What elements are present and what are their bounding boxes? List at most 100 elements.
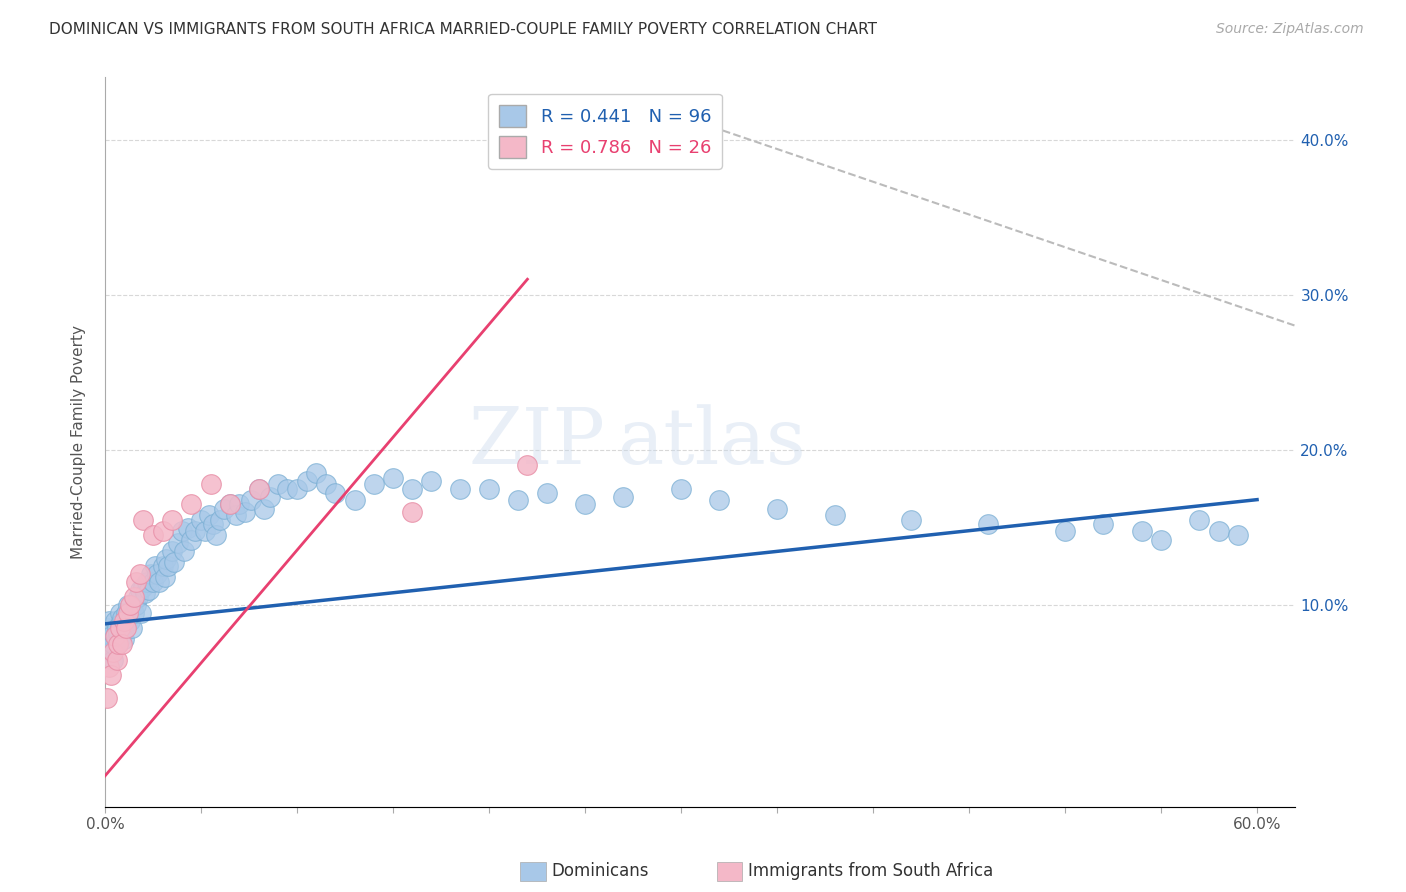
Point xyxy=(107,626,129,640)
Point xyxy=(118,614,141,628)
Text: Source: ZipAtlas.com: Source: ZipAtlas.com xyxy=(1216,22,1364,37)
Point xyxy=(152,559,174,574)
Point xyxy=(315,477,337,491)
Point xyxy=(101,637,124,651)
Point xyxy=(118,598,141,612)
Point xyxy=(190,513,212,527)
Point xyxy=(1130,524,1153,538)
Point xyxy=(209,513,232,527)
Point xyxy=(115,606,138,620)
Point xyxy=(122,591,145,605)
Point xyxy=(225,508,247,523)
Point xyxy=(115,622,138,636)
Point xyxy=(110,616,132,631)
Point xyxy=(669,482,692,496)
Point xyxy=(574,497,596,511)
Point xyxy=(197,508,219,523)
Point xyxy=(212,502,235,516)
Y-axis label: Married-Couple Family Poverty: Married-Couple Family Poverty xyxy=(72,326,86,559)
Point xyxy=(259,490,281,504)
Point xyxy=(105,632,128,647)
Point xyxy=(100,645,122,659)
Point xyxy=(267,477,290,491)
Point xyxy=(107,637,129,651)
Point xyxy=(766,502,789,516)
Point xyxy=(111,637,134,651)
Text: Dominicans: Dominicans xyxy=(551,863,648,880)
Point xyxy=(163,555,186,569)
Point xyxy=(142,528,165,542)
Point xyxy=(152,524,174,538)
Point xyxy=(105,652,128,666)
Point xyxy=(132,580,155,594)
Point xyxy=(104,629,127,643)
Point xyxy=(96,622,118,636)
Point xyxy=(160,513,183,527)
Point xyxy=(148,574,170,589)
Point xyxy=(125,574,148,589)
Point xyxy=(1226,528,1249,542)
Point xyxy=(142,574,165,589)
Point xyxy=(105,622,128,636)
Point xyxy=(97,614,120,628)
Point xyxy=(112,632,135,647)
Point xyxy=(134,586,156,600)
Point xyxy=(824,508,846,523)
Point xyxy=(131,606,153,620)
Point xyxy=(155,551,177,566)
Point xyxy=(401,505,423,519)
Point xyxy=(127,591,149,605)
Point xyxy=(111,610,134,624)
Point xyxy=(110,606,132,620)
Point xyxy=(205,528,228,542)
Point xyxy=(1150,533,1173,547)
Point xyxy=(536,486,558,500)
Point xyxy=(516,458,538,473)
Point xyxy=(136,574,159,589)
Point xyxy=(401,482,423,496)
Point xyxy=(117,606,139,620)
Point xyxy=(709,492,731,507)
Point xyxy=(170,524,193,538)
Point xyxy=(612,490,634,504)
Point xyxy=(100,668,122,682)
Point xyxy=(110,622,132,636)
Point xyxy=(125,598,148,612)
Point xyxy=(1054,524,1077,538)
Point xyxy=(194,524,217,538)
Point xyxy=(122,606,145,620)
Point xyxy=(153,570,176,584)
Point xyxy=(100,629,122,643)
Point xyxy=(239,492,262,507)
Point xyxy=(247,482,270,496)
Point xyxy=(167,536,190,550)
Point xyxy=(180,497,202,511)
Point xyxy=(180,533,202,547)
Point xyxy=(121,622,143,636)
Point xyxy=(157,559,180,574)
Point xyxy=(247,482,270,496)
Point xyxy=(325,486,347,500)
Point xyxy=(143,559,166,574)
Point xyxy=(900,513,922,527)
Point xyxy=(96,637,118,651)
Point xyxy=(96,691,118,706)
Point xyxy=(139,567,162,582)
Point xyxy=(506,492,529,507)
Text: DOMINICAN VS IMMIGRANTS FROM SOUTH AFRICA MARRIED-COUPLE FAMILY POVERTY CORRELAT: DOMINICAN VS IMMIGRANTS FROM SOUTH AFRIC… xyxy=(49,22,877,37)
Point xyxy=(382,471,405,485)
Point xyxy=(184,524,207,538)
Point xyxy=(176,520,198,534)
Point xyxy=(201,517,224,532)
Point xyxy=(449,482,471,496)
Text: atlas: atlas xyxy=(617,404,806,480)
Point xyxy=(128,567,150,582)
Point xyxy=(200,477,222,491)
Point xyxy=(285,482,308,496)
Text: Immigrants from South Africa: Immigrants from South Africa xyxy=(748,863,993,880)
Point xyxy=(253,502,276,516)
Point xyxy=(420,474,443,488)
Point xyxy=(117,598,139,612)
Point xyxy=(146,567,169,582)
Point xyxy=(104,629,127,643)
